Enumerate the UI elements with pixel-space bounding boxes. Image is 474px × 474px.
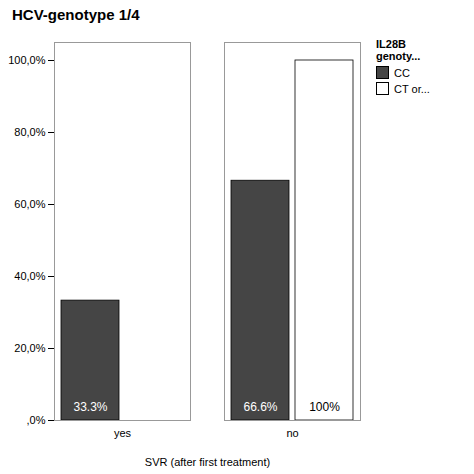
html-text:genoty...: genoty... [376,50,421,62]
svg-text:40,0%: 40,0% [14,270,45,282]
svg-text:no: no [286,427,298,439]
svg-text:,0%: ,0% [27,414,46,426]
svg-text:100%: 100% [309,400,340,414]
svg-text:SVR (after first treatment): SVR (after first treatment) [145,456,270,468]
html-text:IL28B: IL28B [376,38,406,50]
svg-text:yes: yes [114,427,132,439]
svg-text:20,0%: 20,0% [14,342,45,354]
html-text:CC: CC [394,66,410,79]
svg-text:33.3%: 33.3% [73,400,107,414]
svg-text:80,0%: 80,0% [14,126,45,138]
svg-text:66.6%: 66.6% [243,400,277,414]
html-text:HCV-genotype 1/4: HCV-genotype 1/4 [12,6,140,23]
svg-text:100,0%: 100,0% [8,54,46,66]
html-text:CT or...: CT or... [394,82,430,95]
svg-text:60,0%: 60,0% [14,198,45,210]
